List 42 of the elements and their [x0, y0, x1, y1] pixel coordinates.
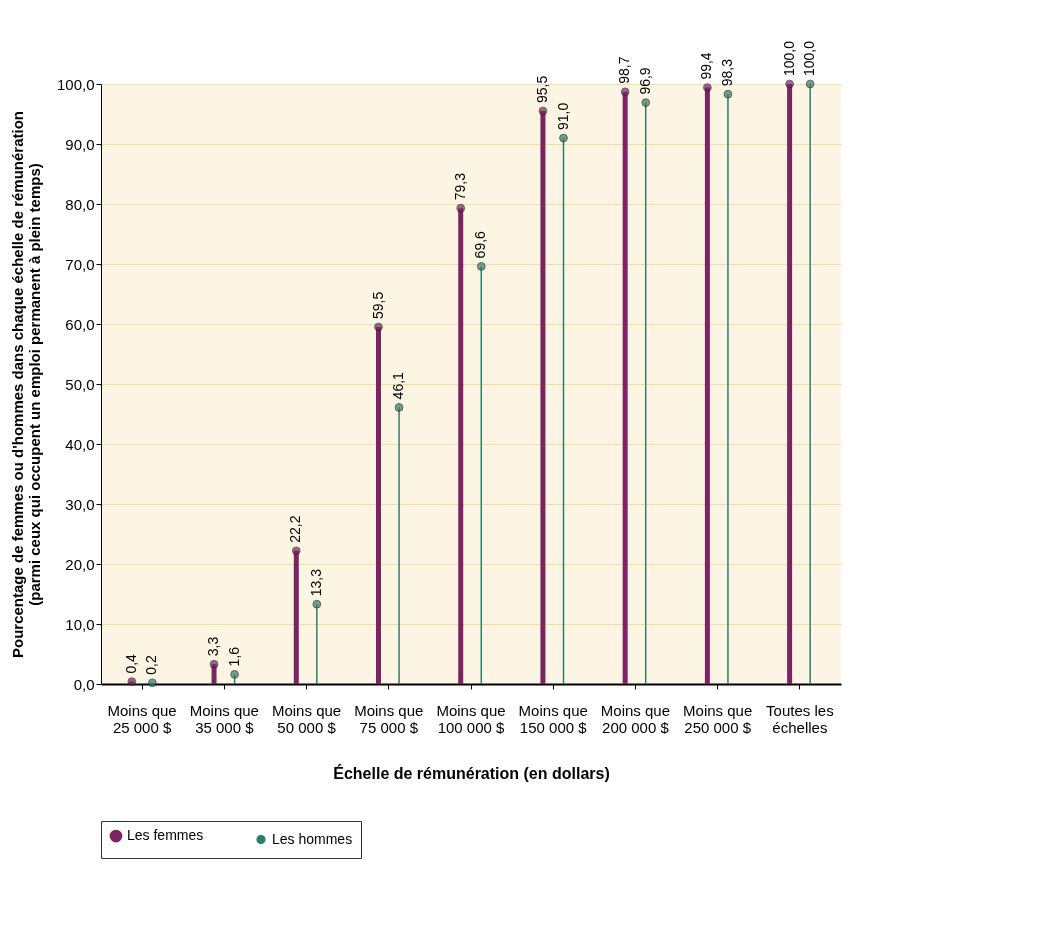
y-axis-title: Pourcentage de femmes ou d'hommes dans chaque échelle de rémunération (parmi ceux qui occupent un emploi permanent à plein temps) [8, 110, 43, 659]
x-tick-label: Moins que 200 000 $ [600, 701, 671, 736]
x-axis-title: Échelle de rémunération (en dollars) [333, 763, 610, 782]
x-tick-label: Moins que 75 000 $ [354, 701, 424, 736]
y-tick-label: 90,0 [65, 135, 95, 153]
y-tick-label: 50,0 [65, 375, 95, 393]
y-tick-label: 0,0 [73, 675, 95, 693]
y-tick-label: 30,0 [65, 495, 95, 513]
data-label: 13,3 [307, 568, 324, 597]
x-tick-label: Moins que 25 000 $ [107, 701, 177, 736]
data-label: 100,0 [780, 40, 797, 76]
data-label: 69,6 [472, 230, 489, 259]
y-tick-label: 60,0 [65, 315, 95, 333]
data-label: 3,3 [205, 636, 222, 657]
data-label: 98,3 [718, 58, 735, 87]
y-tick-label: 10,0 [65, 615, 95, 633]
x-tick-label: Moins que 100 000 $ [436, 701, 506, 736]
y-tick-label: 20,0 [65, 555, 95, 573]
data-label: 0,4 [122, 653, 139, 674]
y-tick-label: 40,0 [65, 435, 95, 453]
data-label: 95,5 [533, 75, 550, 103]
data-label: 59,5 [369, 291, 386, 319]
y-tick-label: 80,0 [65, 195, 95, 213]
x-tick-label: Toutes les échelles [766, 701, 834, 736]
y-tick-label: 70,0 [65, 255, 95, 273]
data-label: 91,0 [554, 102, 571, 130]
data-label: 96,9 [636, 67, 653, 95]
legend-label: Les hommes [272, 830, 353, 847]
data-label: 0,2 [143, 655, 160, 675]
x-tick-label: Moins que 50 000 $ [271, 701, 342, 736]
data-label: 100,0 [801, 40, 818, 76]
data-label: 1,6 [225, 646, 242, 667]
x-tick-label: Moins que 250 000 $ [683, 701, 753, 736]
y-tick-label: 100,0 [56, 75, 95, 93]
x-tick-label: Moins que 35 000 $ [189, 701, 259, 736]
data-label: 79,3 [451, 172, 468, 201]
data-label: 98,7 [616, 56, 633, 84]
data-label: 99,4 [698, 52, 715, 80]
legend-label: Les femmes [127, 827, 204, 844]
data-label: 22,2 [287, 515, 304, 543]
x-tick-label: Moins que 150 000 $ [518, 701, 588, 736]
data-label: 46,1 [390, 371, 407, 400]
